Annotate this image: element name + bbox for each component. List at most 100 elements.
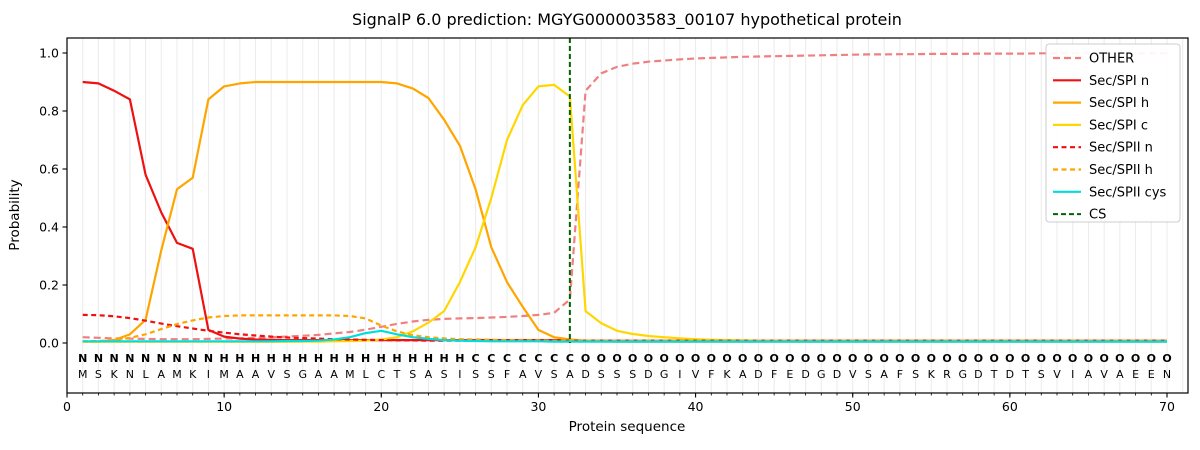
sequence-letter: A — [739, 368, 747, 381]
region-letter: H — [455, 352, 464, 365]
series-sec-spii-cys — [82, 329, 1167, 343]
sequence-letter: L — [143, 368, 150, 381]
sequence-letter: K — [111, 368, 119, 381]
x-tick-label: 50 — [845, 399, 861, 414]
region-letter: O — [659, 352, 668, 365]
legend-label-sec-spii-h: Sec/SPII h — [1089, 163, 1153, 178]
region-letter: N — [188, 352, 197, 365]
sequence-letter: K — [189, 368, 197, 381]
region-letter: H — [408, 352, 417, 365]
sequence-letter: A — [158, 368, 166, 381]
sequence-letter: A — [236, 368, 244, 381]
series-sec-spi-h — [82, 80, 1167, 343]
sequence-letter: V — [849, 368, 857, 381]
region-letter: O — [1115, 352, 1124, 365]
region-letter: O — [942, 352, 951, 365]
region-letter: N — [110, 352, 119, 365]
region-letter: O — [597, 352, 606, 365]
sequence-letter: E — [786, 368, 793, 381]
region-letter: O — [974, 352, 983, 365]
sequence-letter: S — [865, 368, 872, 381]
sequence-letter: S — [1038, 368, 1045, 381]
sequence-letter: V — [1100, 368, 1108, 381]
region-letter: H — [392, 352, 401, 365]
chart-title: SignalP 6.0 prediction: MGYG000003583_00… — [352, 10, 902, 30]
x-tick-label: 10 — [216, 399, 232, 414]
region-letter: O — [1037, 352, 1046, 365]
sequence-letter: L — [363, 368, 370, 381]
legend-label-other: OTHER — [1089, 52, 1134, 67]
sequence-letter: V — [268, 368, 276, 381]
sequence-letter: M — [78, 368, 88, 381]
legend-label-sec-spii-n: Sec/SPII n — [1089, 141, 1153, 156]
sequence-letter: S — [409, 368, 416, 381]
region-letter: N — [204, 352, 213, 365]
sequence-letter: N — [126, 368, 134, 381]
region-letter: O — [1084, 352, 1093, 365]
y-tick-label: 0.6 — [39, 162, 59, 177]
region-letter: O — [1099, 352, 1108, 365]
sequence-letter: G — [817, 368, 826, 381]
region-letter: H — [282, 352, 291, 365]
region-letter: N — [125, 352, 134, 365]
region-letter: O — [848, 352, 857, 365]
y-tick-label: 0.0 — [39, 336, 59, 351]
y-tick-label: 0.4 — [39, 220, 59, 235]
series-sec-spii-h — [82, 314, 1167, 343]
legend-label-sec-spi-c: Sec/SPI c — [1089, 118, 1148, 133]
region-letter: O — [911, 352, 920, 365]
sequence-letter: A — [1085, 368, 1093, 381]
sequence-letter: A — [566, 368, 574, 381]
sequence-letter: K — [723, 368, 731, 381]
region-letter: C — [519, 352, 527, 365]
sequence-letter: D — [833, 368, 841, 381]
region-letter: O — [958, 352, 967, 365]
region-letter: O — [989, 352, 998, 365]
y-axis-label: Probability — [7, 179, 23, 250]
region-letter: O — [1005, 352, 1014, 365]
region-letter: N — [157, 352, 166, 365]
series-sec-spi-n — [82, 80, 1167, 342]
region-letter: H — [314, 352, 323, 365]
region-letter: O — [675, 352, 684, 365]
region-letter: C — [550, 352, 558, 365]
region-letter: O — [817, 352, 826, 365]
sequence-letter: D — [1006, 368, 1014, 381]
region-letter: O — [707, 352, 716, 365]
region-letter: O — [1147, 352, 1156, 365]
region-letter: N — [141, 352, 150, 365]
sequence-letter: D — [801, 368, 809, 381]
sequence-letter: V — [1053, 368, 1061, 381]
sequence-letter: A — [330, 368, 338, 381]
region-letter: O — [754, 352, 763, 365]
sequence-letter: D — [644, 368, 652, 381]
region-letter: O — [738, 352, 747, 365]
sequence-letter: S — [614, 368, 621, 381]
region-letter: C — [472, 352, 480, 365]
sequence-letter: M — [172, 368, 182, 381]
y-tick-label: 1.0 — [39, 46, 59, 61]
sequence-letter: I — [207, 368, 210, 381]
y-tick-label: 0.2 — [39, 278, 59, 293]
region-letter: H — [298, 352, 307, 365]
x-tick-label: 70 — [1159, 399, 1175, 414]
sequence-letter: D — [581, 368, 589, 381]
legend-label-sec-spii-cys: Sec/SPII cys — [1089, 185, 1167, 200]
sequence-letter: S — [95, 368, 102, 381]
sequence-letter: T — [1021, 368, 1029, 381]
y-tick-label: 0.8 — [39, 104, 59, 119]
x-tick-label: 0 — [63, 399, 71, 414]
sequence-letter: S — [284, 368, 291, 381]
sequence-letter: F — [504, 368, 510, 381]
region-letter: H — [440, 352, 449, 365]
legend-label-sec-spi-h: Sec/SPI h — [1089, 96, 1149, 111]
legend-label-sec-spi-n: Sec/SPI n — [1089, 74, 1149, 89]
region-letter: N — [172, 352, 181, 365]
region-letter: H — [345, 352, 354, 365]
region-letter: O — [1052, 352, 1061, 365]
sequence-letter: R — [943, 368, 951, 381]
sequence-letter: I — [458, 368, 461, 381]
region-letter: O — [801, 352, 810, 365]
region-letter: O — [722, 352, 731, 365]
